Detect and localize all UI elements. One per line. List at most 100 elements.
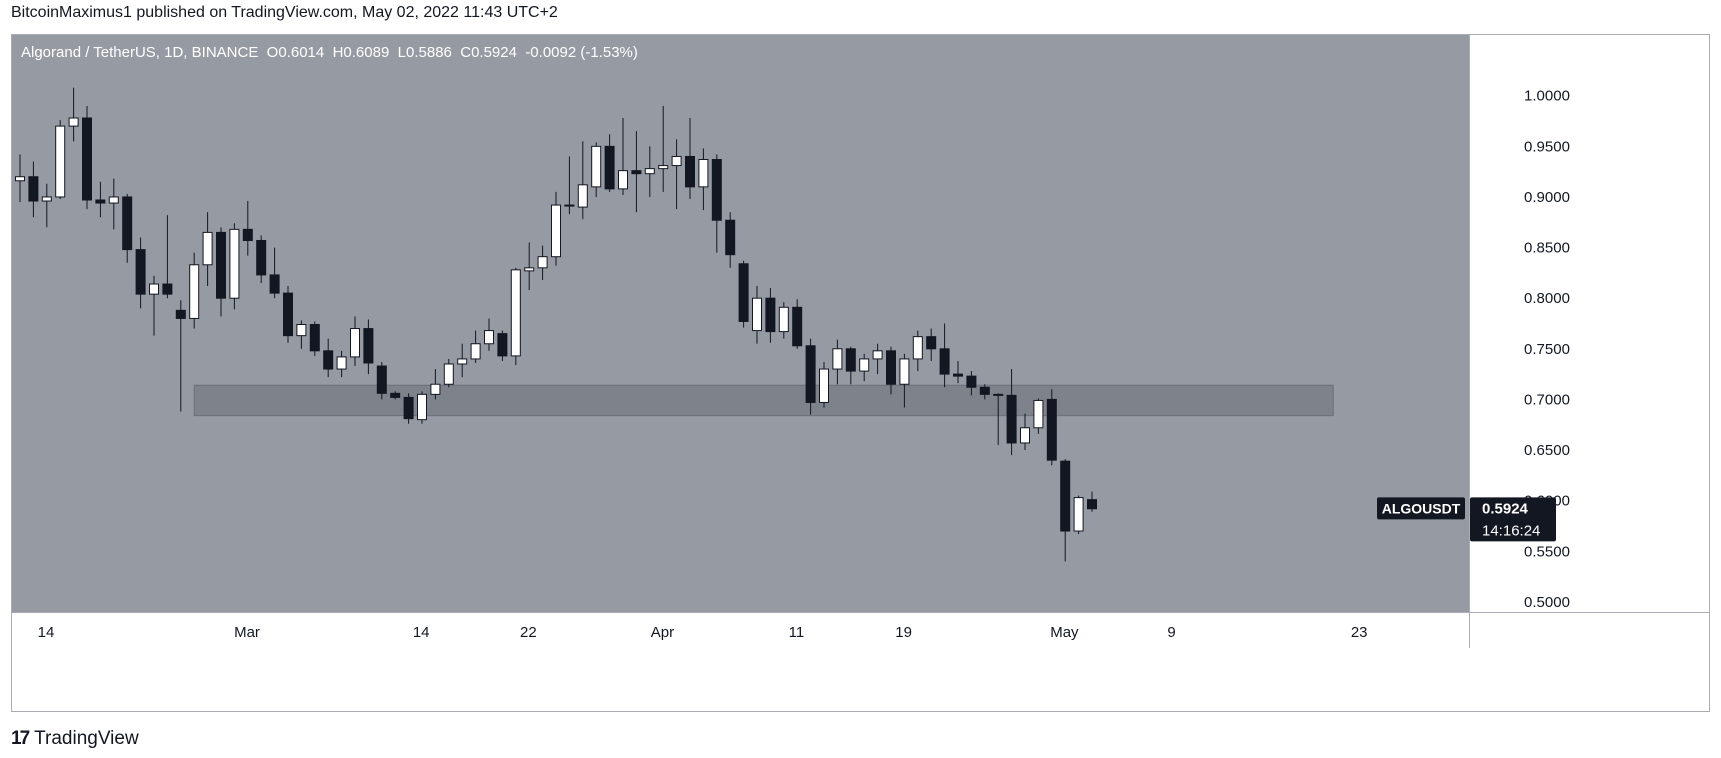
candle[interactable] [108,178,119,230]
candle[interactable] [82,105,92,210]
candle[interactable] [939,323,950,388]
candle[interactable] [953,360,963,384]
candle[interactable] [644,146,655,197]
candle-body-down [376,365,387,394]
tradingview-logo[interactable]: 17 TradingView [11,728,139,750]
candle[interactable] [577,141,588,220]
candle[interactable] [886,346,896,395]
candle-body-up [564,204,575,207]
candle[interactable] [524,242,535,291]
candle[interactable] [229,223,240,310]
candle[interactable] [390,391,401,400]
candle[interactable] [28,161,39,218]
bar-countdown: 14:16:24 [1482,522,1540,539]
symbol-name[interactable]: Algorand / TetherUS, 1D, BINANCE [21,44,259,61]
candle[interactable] [591,142,602,197]
candle[interactable] [350,316,360,367]
x-tick-label: Apr [651,624,674,641]
candle-body-down [283,292,293,337]
candle[interactable] [149,275,159,336]
candle[interactable] [95,181,106,218]
candle[interactable] [216,227,226,317]
candle[interactable] [819,361,829,408]
candle[interactable] [872,343,883,375]
candle[interactable] [68,87,79,142]
candle[interactable] [1060,459,1071,562]
candle-body-up [470,343,481,360]
candle[interactable] [510,267,521,366]
candle[interactable] [979,384,990,400]
candle[interactable] [1046,389,1057,466]
candle[interactable] [162,215,173,299]
symbol-legend[interactable]: Algorand / TetherUS, 1D, BINANCE O0.6014… [21,44,638,61]
candle[interactable] [1087,491,1097,512]
candle[interactable] [778,302,789,339]
candle[interactable] [417,391,427,424]
candle[interactable] [443,358,454,388]
candle[interactable] [470,330,481,363]
candle-body-up [1033,399,1044,429]
candle[interactable] [269,247,280,299]
candle[interactable] [725,212,736,268]
candle[interactable] [403,393,414,424]
candle[interactable] [202,212,213,287]
candle[interactable] [752,286,762,344]
candle[interactable] [242,201,253,256]
x-tick-label: 23 [1351,624,1368,641]
candle[interactable] [912,330,923,372]
candle[interactable] [175,300,186,412]
candle[interactable] [604,134,615,192]
candle[interactable] [966,371,977,396]
candle[interactable] [805,338,816,415]
candle[interactable] [430,369,441,400]
candle[interactable] [296,320,307,349]
candle[interactable] [631,131,642,213]
price-tag-bg [1470,497,1556,542]
candle[interactable] [309,321,320,356]
candle[interactable] [189,252,200,329]
currency-button[interactable]: USDT [1636,41,1686,65]
candle[interactable] [484,318,494,351]
candle[interactable] [1020,413,1030,451]
candle[interactable] [323,338,334,378]
x-tick-label: Mar [234,624,260,641]
candle[interactable] [685,118,695,199]
candle[interactable] [376,361,387,400]
candle-body-down [1087,499,1097,510]
candle[interactable] [55,120,66,199]
candle[interactable] [658,105,669,192]
candle[interactable] [698,148,709,211]
candle[interactable] [618,118,628,195]
candle[interactable] [363,319,374,375]
candle[interactable] [671,139,682,210]
candle[interactable] [497,330,508,361]
candle[interactable] [765,288,776,343]
symbol-tag-label: ALGOUSDT [1382,500,1461,516]
candle[interactable] [135,237,146,309]
candle[interactable] [256,235,267,284]
x-tick-label: 22 [520,624,537,641]
candle[interactable] [738,260,749,328]
candle[interactable] [926,328,937,361]
candle[interactable] [551,191,561,266]
candle[interactable] [792,299,803,349]
candle[interactable] [1033,398,1044,434]
candle[interactable] [122,193,133,263]
candle[interactable] [15,154,25,203]
candle[interactable] [993,393,1004,445]
candle[interactable] [859,353,870,382]
candle[interactable] [537,245,548,280]
candle[interactable] [899,353,910,408]
candle[interactable] [336,350,347,378]
candle[interactable] [1073,495,1084,535]
candle[interactable] [283,286,293,343]
candle[interactable] [1006,369,1017,456]
candle[interactable] [564,156,575,215]
candle[interactable] [41,183,52,228]
candle[interactable] [457,343,468,378]
candle[interactable] [832,339,843,385]
candle[interactable] [711,154,722,253]
candle[interactable] [845,346,856,385]
candle-body-down [309,324,320,352]
